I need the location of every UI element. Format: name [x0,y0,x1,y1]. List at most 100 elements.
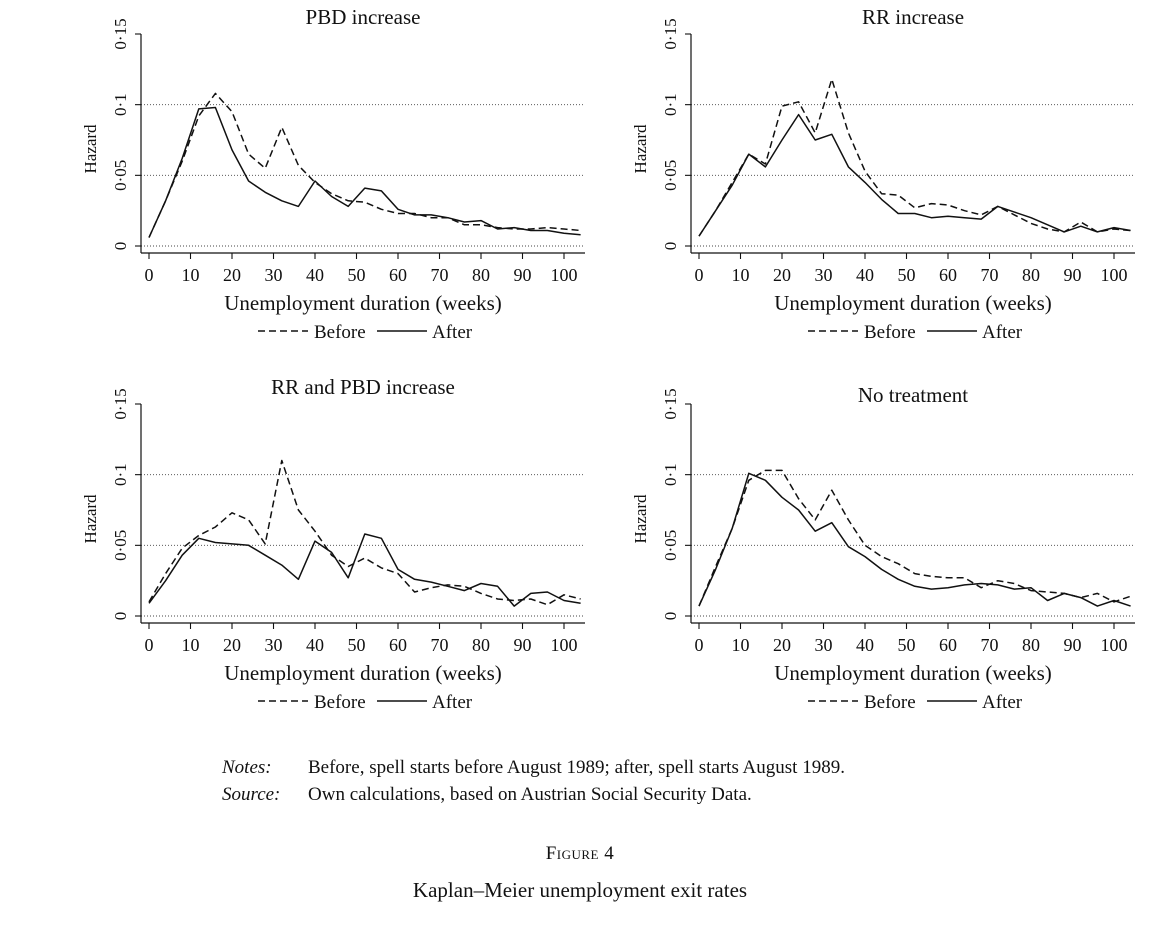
x-tick-label: 80 [472,635,490,655]
y-tick-label: 0·15 [111,18,130,49]
y-tick-label: 0·15 [111,388,130,419]
x-tick-label: 60 [389,635,407,655]
chart-title: PBD increase [306,5,421,29]
x-tick-label: 0 [695,265,704,285]
y-tick-label: 0 [661,612,680,621]
x-axis-title: Unemployment duration (weeks) [224,291,502,315]
legend-label-before: Before [314,692,366,713]
legend: Before After [258,322,473,343]
figure-caption: Kaplan–Meier unemployment exit rates [412,878,748,902]
y-tick-label: 0·1 [661,93,680,116]
chart-title: No treatment [858,383,968,407]
legend-label-before: Before [864,692,916,713]
legend-label-after: After [982,322,1023,343]
x-tick-label: 30 [815,265,833,285]
y-axis-title: Hazard [81,124,100,174]
y-tick-label: 0 [661,242,680,251]
series-line-before [148,92,581,238]
x-tick-label: 90 [1064,635,1082,655]
x-tick-label: 30 [265,265,283,285]
y-tick-label: 0·15 [661,18,680,49]
y-tick-label: 0 [111,612,130,621]
legend-label-after: After [432,692,473,713]
legend: Before After [258,692,473,713]
y-tick-label: 0·1 [111,463,130,486]
x-tick-label: 10 [182,265,200,285]
y-tick-label: 0 [111,242,130,251]
x-tick-label: 100 [551,635,578,655]
y-axis-title: Hazard [631,494,650,544]
x-tick-label: 100 [1101,265,1128,285]
x-tick-label: 100 [551,265,578,285]
series-line-after [698,113,1131,237]
y-tick-label: 0·1 [111,93,130,116]
legend-label-before: Before [314,322,366,343]
series-line-before [698,469,1131,607]
chart-title: RR increase [862,5,964,29]
x-tick-label: 80 [1022,265,1040,285]
chart-panel-1: PBD increase 0 10 20 30 40 50 60 70 80 90 100 0 0·05 0… [81,5,585,343]
x-tick-label: 0 [695,635,704,655]
x-tick-label: 30 [815,635,833,655]
series-line-after [148,533,581,607]
x-tick-label: 20 [223,265,241,285]
x-tick-label: 80 [1022,635,1040,655]
legend-label-after: After [432,322,473,343]
series-line-after [698,472,1131,607]
y-tick-label: 0·05 [111,530,130,561]
y-tick-label: 0·05 [661,530,680,561]
y-tick-label: 0·05 [661,160,680,191]
notes-label: Notes: [222,757,272,778]
x-tick-label: 0 [145,635,154,655]
x-tick-label: 50 [898,635,916,655]
legend-label-before: Before [864,322,916,343]
notes-text: Before, spell starts before August 1989;… [308,757,845,778]
figure-notes: Notes: Before, spell starts before Augus… [222,754,845,808]
x-tick-label: 100 [1101,635,1128,655]
y-tick-label: 0·1 [661,463,680,486]
x-tick-label: 30 [265,635,283,655]
figure-label: Figure 4 [545,843,615,864]
x-tick-label: 90 [1064,265,1082,285]
series-line-before [148,459,581,606]
x-tick-label: 90 [514,635,532,655]
y-tick-label: 0·05 [111,160,130,191]
x-tick-label: 10 [182,635,200,655]
x-tick-label: 70 [981,265,999,285]
x-tick-label: 10 [732,265,750,285]
source-label: Source: [222,784,281,805]
x-tick-label: 40 [306,635,324,655]
x-tick-label: 10 [732,635,750,655]
chart-panel-2: RR increase 0 10 20 30 40 50 60 70 80 90 100 0 0·05 0·… [631,5,1135,343]
x-tick-label: 60 [939,635,957,655]
x-tick-label: 50 [898,265,916,285]
x-tick-label: 20 [223,635,241,655]
source-row: Source: Own calculations, based on Austr… [222,781,845,808]
x-axis-title: Unemployment duration (weeks) [774,661,1052,685]
legend: Before After [808,322,1023,343]
x-tick-label: 20 [773,265,791,285]
x-tick-label: 40 [856,265,874,285]
source-text: Own calculations, based on Austrian Soci… [308,784,752,805]
legend: Before After [808,692,1023,713]
x-tick-label: 70 [431,265,449,285]
x-tick-label: 90 [514,265,532,285]
series-line-after [148,106,581,238]
chart-panel-3: RR and PBD increase 0 10 20 30 40 50 60 70 80 90 10… [81,375,585,713]
series-line-before [698,78,1131,237]
x-tick-label: 70 [981,635,999,655]
x-tick-label: 80 [472,265,490,285]
notes-row: Notes: Before, spell starts before Augus… [222,754,845,781]
y-axis-title: Hazard [81,494,100,544]
x-tick-label: 40 [856,635,874,655]
y-tick-label: 0·15 [661,388,680,419]
x-tick-label: 0 [145,265,154,285]
chart-panel-4: No treatment 0 10 20 30 40 50 60 70 80 90 100 0 0·05 0… [631,383,1135,713]
x-axis-title: Unemployment duration (weeks) [774,291,1052,315]
x-tick-label: 70 [431,635,449,655]
chart-title: RR and PBD increase [271,375,455,399]
y-axis-title: Hazard [631,124,650,174]
x-axis-title: Unemployment duration (weeks) [224,661,502,685]
x-tick-label: 50 [348,635,366,655]
